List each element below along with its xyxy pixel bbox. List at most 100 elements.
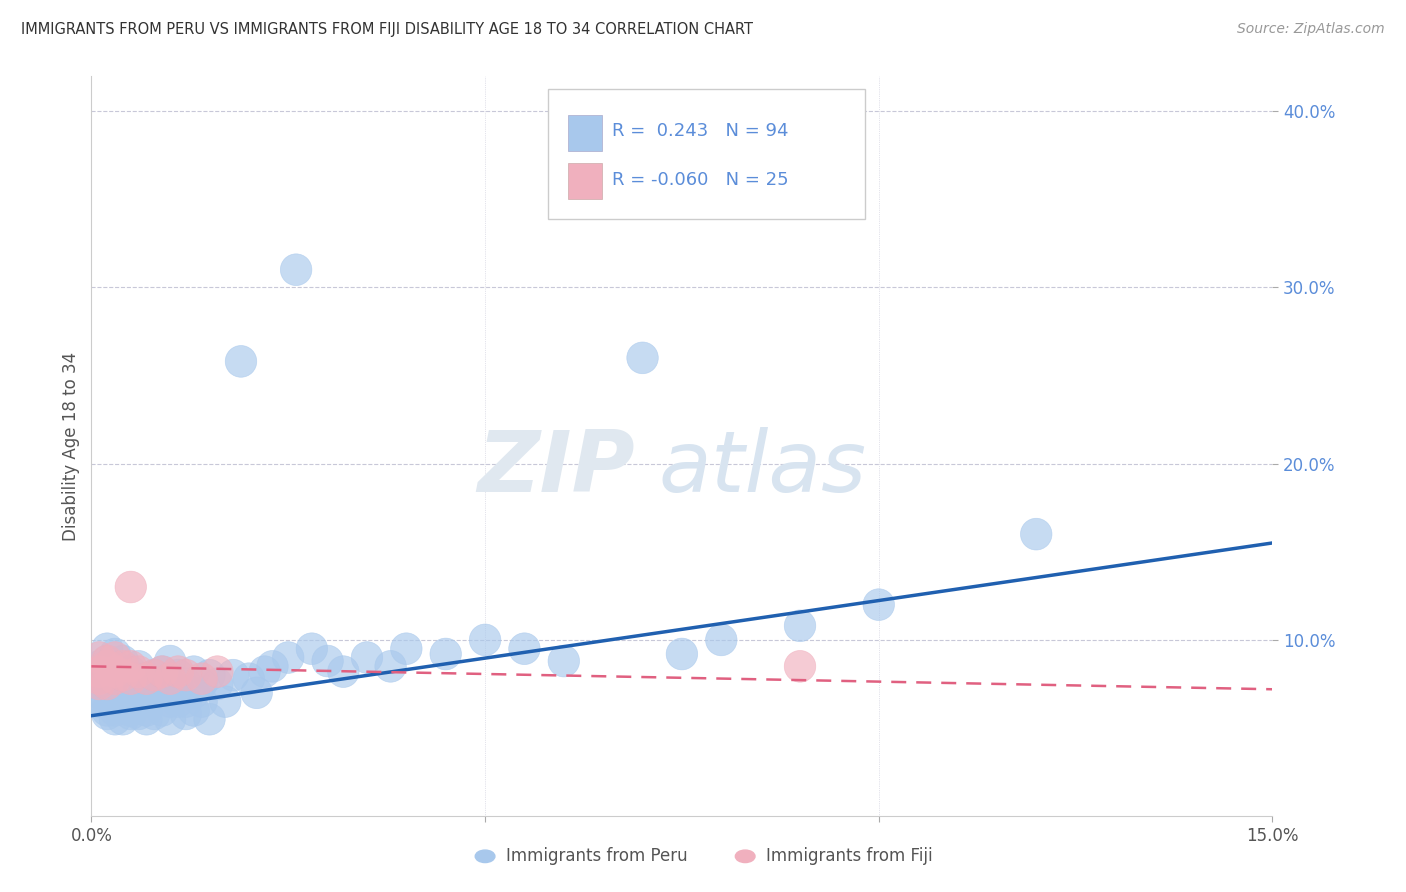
Ellipse shape [131, 663, 162, 695]
Ellipse shape [430, 638, 461, 670]
Ellipse shape [100, 641, 131, 673]
Ellipse shape [146, 695, 179, 726]
Ellipse shape [100, 663, 131, 695]
Ellipse shape [122, 663, 155, 695]
Ellipse shape [91, 632, 122, 665]
Ellipse shape [122, 686, 155, 717]
Ellipse shape [83, 686, 115, 717]
Ellipse shape [100, 663, 131, 695]
Ellipse shape [91, 686, 122, 717]
Ellipse shape [273, 641, 304, 673]
Ellipse shape [233, 663, 264, 695]
Ellipse shape [240, 677, 273, 708]
Ellipse shape [162, 659, 194, 691]
Ellipse shape [509, 632, 540, 665]
Ellipse shape [194, 659, 225, 691]
Ellipse shape [91, 695, 122, 726]
Text: Immigrants from Fiji: Immigrants from Fiji [766, 847, 934, 865]
Ellipse shape [179, 695, 209, 726]
Ellipse shape [328, 656, 359, 688]
Ellipse shape [100, 656, 131, 688]
Ellipse shape [122, 650, 155, 682]
Ellipse shape [131, 695, 162, 726]
Ellipse shape [218, 659, 249, 691]
Ellipse shape [139, 681, 170, 712]
Ellipse shape [785, 610, 815, 641]
Ellipse shape [122, 698, 155, 730]
Ellipse shape [155, 668, 186, 700]
Ellipse shape [155, 645, 186, 677]
Ellipse shape [91, 650, 122, 682]
Ellipse shape [100, 681, 131, 712]
Ellipse shape [115, 698, 146, 730]
Ellipse shape [179, 656, 209, 688]
Ellipse shape [170, 698, 201, 730]
Ellipse shape [280, 254, 312, 285]
Ellipse shape [115, 650, 146, 682]
Ellipse shape [155, 704, 186, 735]
Ellipse shape [107, 659, 139, 691]
Ellipse shape [131, 663, 162, 695]
Ellipse shape [155, 663, 186, 695]
Ellipse shape [209, 686, 240, 717]
Ellipse shape [100, 695, 131, 726]
Ellipse shape [100, 704, 131, 735]
Ellipse shape [100, 650, 131, 682]
Ellipse shape [162, 673, 194, 705]
Ellipse shape [162, 686, 194, 717]
Text: Immigrants from Peru: Immigrants from Peru [506, 847, 688, 865]
Ellipse shape [139, 698, 170, 730]
Ellipse shape [201, 656, 233, 688]
Ellipse shape [249, 656, 280, 688]
Ellipse shape [146, 677, 179, 708]
Ellipse shape [122, 677, 155, 708]
Ellipse shape [107, 704, 139, 735]
Ellipse shape [170, 668, 201, 700]
Ellipse shape [162, 656, 194, 688]
Ellipse shape [115, 571, 146, 603]
Text: ZIP: ZIP [477, 426, 634, 509]
Ellipse shape [146, 668, 179, 700]
Ellipse shape [131, 704, 162, 735]
Ellipse shape [194, 704, 225, 735]
Ellipse shape [115, 681, 146, 712]
Ellipse shape [186, 663, 218, 695]
Ellipse shape [91, 645, 122, 677]
Ellipse shape [257, 650, 288, 682]
Ellipse shape [83, 668, 115, 700]
Ellipse shape [107, 650, 139, 682]
Ellipse shape [470, 624, 501, 656]
Ellipse shape [91, 668, 122, 700]
Ellipse shape [115, 695, 146, 726]
Ellipse shape [588, 134, 619, 166]
Ellipse shape [100, 668, 131, 700]
Ellipse shape [170, 659, 201, 691]
Ellipse shape [170, 686, 201, 717]
Text: R = -0.060   N = 25: R = -0.060 N = 25 [612, 171, 789, 189]
Ellipse shape [146, 656, 179, 688]
Ellipse shape [100, 638, 131, 670]
Ellipse shape [83, 677, 115, 708]
Ellipse shape [115, 656, 146, 688]
Ellipse shape [863, 589, 894, 621]
Text: R =  0.243   N = 94: R = 0.243 N = 94 [612, 122, 789, 140]
Ellipse shape [225, 345, 257, 377]
Ellipse shape [83, 641, 115, 673]
Ellipse shape [391, 632, 422, 665]
Ellipse shape [1021, 518, 1052, 550]
Ellipse shape [785, 650, 815, 682]
Ellipse shape [186, 668, 218, 700]
Ellipse shape [83, 656, 115, 688]
Ellipse shape [91, 698, 122, 730]
Text: atlas: atlas [658, 426, 866, 509]
Ellipse shape [666, 638, 697, 670]
Ellipse shape [179, 677, 209, 708]
Ellipse shape [83, 668, 115, 700]
Text: IMMIGRANTS FROM PERU VS IMMIGRANTS FROM FIJI DISABILITY AGE 18 TO 34 CORRELATION: IMMIGRANTS FROM PERU VS IMMIGRANTS FROM … [21, 22, 754, 37]
Ellipse shape [107, 677, 139, 708]
Ellipse shape [115, 668, 146, 700]
Ellipse shape [627, 342, 658, 374]
Ellipse shape [91, 645, 122, 677]
Ellipse shape [139, 668, 170, 700]
Ellipse shape [107, 668, 139, 700]
